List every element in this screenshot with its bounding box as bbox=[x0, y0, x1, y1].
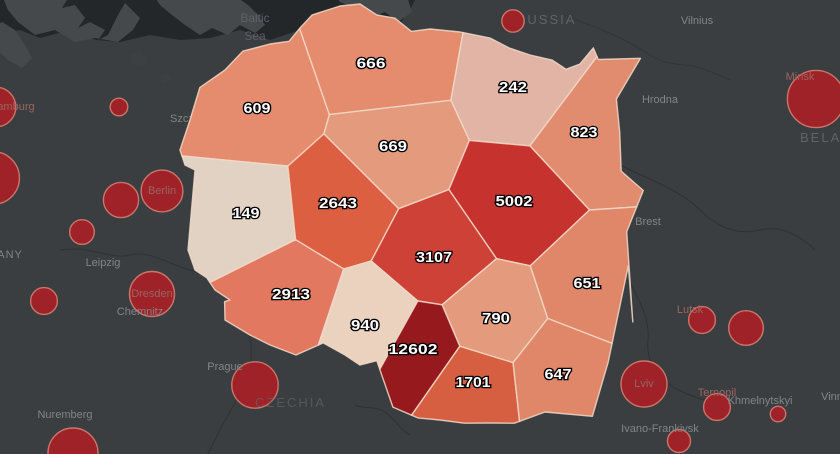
svg-text:Lutsk: Lutsk bbox=[677, 304, 704, 316]
svg-text:Sea: Sea bbox=[244, 29, 266, 43]
svg-text:2913: 2913 bbox=[272, 286, 310, 303]
svg-text:647: 647 bbox=[545, 366, 572, 383]
svg-text:Vilnius: Vilnius bbox=[681, 15, 714, 27]
svg-text:2643: 2643 bbox=[319, 195, 357, 212]
svg-text:Ivano-Frankivsk: Ivano-Frankivsk bbox=[621, 423, 699, 435]
svg-text:Prague: Prague bbox=[207, 361, 242, 373]
svg-text:666: 666 bbox=[357, 55, 386, 72]
svg-text:Brest: Brest bbox=[635, 216, 661, 228]
svg-text:242: 242 bbox=[499, 79, 527, 96]
svg-text:609: 609 bbox=[244, 100, 271, 117]
svg-text:Leipzig: Leipzig bbox=[86, 257, 121, 269]
svg-text:790: 790 bbox=[482, 310, 510, 327]
svg-text:5002: 5002 bbox=[496, 193, 533, 210]
svg-text:BELARUS: BELARUS bbox=[800, 130, 840, 145]
svg-text:Vinn: Vinn bbox=[821, 391, 840, 403]
svg-text:149: 149 bbox=[233, 205, 260, 222]
svg-text:3107: 3107 bbox=[416, 249, 452, 266]
svg-text:Hamburg: Hamburg bbox=[0, 101, 35, 113]
svg-text:Minsk: Minsk bbox=[786, 71, 815, 83]
svg-text:1701: 1701 bbox=[456, 374, 491, 391]
svg-text:Lviv: Lviv bbox=[634, 378, 654, 390]
svg-text:12602: 12602 bbox=[389, 341, 438, 358]
svg-text:Chemnitz: Chemnitz bbox=[117, 306, 163, 318]
svg-text:Berlin: Berlin bbox=[148, 185, 176, 197]
svg-text:Hrodna: Hrodna bbox=[642, 94, 679, 106]
svg-text:Nuremberg: Nuremberg bbox=[37, 409, 92, 421]
svg-text:651: 651 bbox=[574, 275, 601, 292]
svg-text:940: 940 bbox=[351, 317, 379, 334]
svg-text:Dresden: Dresden bbox=[131, 288, 173, 300]
svg-text:RUSSIA: RUSSIA bbox=[516, 12, 576, 27]
svg-text:823: 823 bbox=[571, 124, 598, 141]
svg-text:669: 669 bbox=[379, 138, 407, 155]
svg-text:CZECHIA: CZECHIA bbox=[255, 395, 326, 410]
svg-text:Baltic: Baltic bbox=[240, 11, 269, 25]
svg-text:MANY: MANY bbox=[0, 249, 23, 261]
svg-text:Khmelnytskyi: Khmelnytskyi bbox=[728, 395, 793, 407]
